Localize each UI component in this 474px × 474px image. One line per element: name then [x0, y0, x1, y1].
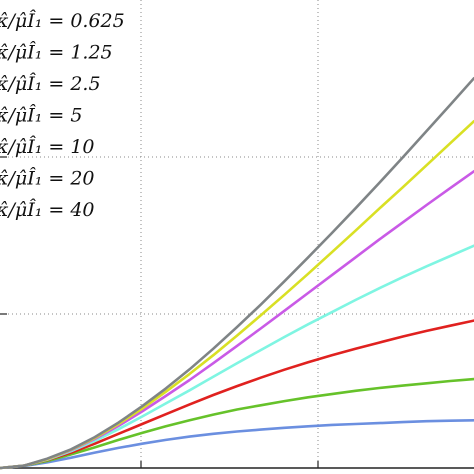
legend-entry-1: κ̂/μ̂Î₁ = 0.625: [0, 9, 125, 32]
legend-entry-4: κ̂/μ̂Î₁ = 5: [0, 104, 82, 127]
axes: [0, 156, 474, 469]
legend-entry-2: κ̂/μ̂Î₁ = 1.25: [0, 41, 113, 64]
series-line-2: [0, 377, 474, 470]
legend-entry-7: κ̂/μ̂Î₁ = 40: [0, 198, 95, 221]
series-line-1: [0, 419, 474, 470]
legend-entry-6: κ̂/μ̂Î₁ = 20: [0, 167, 95, 190]
legend: κ̂/μ̂Î₁ = 0.625 κ̂/μ̂Î₁ = 1.25 κ̂/μ̂Î₁ = 2…: [0, 9, 125, 221]
series-line-7: [0, 76, 474, 470]
series-lines: [0, 76, 474, 470]
legend-entry-3: κ̂/μ̂Î₁ = 2.5: [0, 72, 101, 95]
legend-entry-5: κ̂/μ̂Î₁ = 10: [0, 135, 95, 158]
series-line-3: [0, 319, 474, 470]
